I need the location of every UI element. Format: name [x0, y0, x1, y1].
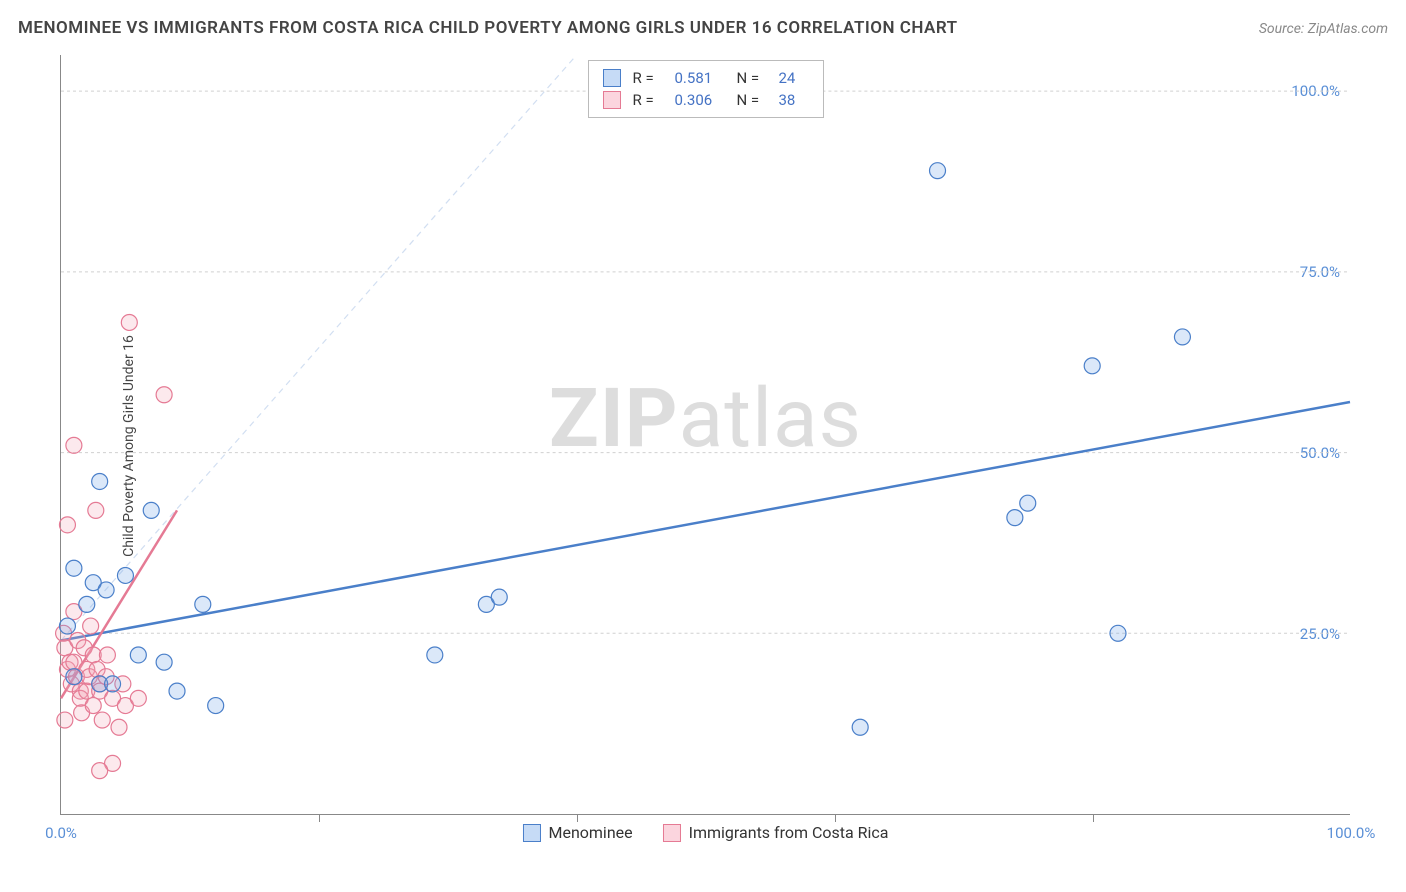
data-point: [852, 719, 868, 735]
data-point: [491, 589, 507, 605]
data-point: [1084, 358, 1100, 374]
data-point: [930, 163, 946, 179]
data-point: [105, 676, 121, 692]
data-point: [111, 719, 127, 735]
series-legend: Menominee Immigrants from Costa Rica: [522, 823, 888, 842]
chart-svg: [61, 55, 1350, 814]
x-tick-label: 100.0%: [1327, 824, 1376, 842]
data-point: [130, 690, 146, 706]
data-point: [66, 437, 82, 453]
data-point: [121, 314, 137, 330]
legend-item-menominee: Menominee: [522, 823, 632, 842]
x-tick-label: 0.0%: [45, 824, 77, 842]
data-point: [83, 618, 99, 634]
chart-title: MENOMINEE VS IMMIGRANTS FROM COSTA RICA …: [18, 18, 958, 38]
swatch-icon: [603, 69, 621, 87]
data-point: [94, 712, 110, 728]
data-point: [1174, 329, 1190, 345]
swatch-icon: [663, 824, 681, 842]
data-point: [92, 763, 108, 779]
data-point: [1020, 495, 1036, 511]
data-point: [88, 502, 104, 518]
data-point: [79, 596, 95, 612]
data-point: [99, 647, 115, 663]
data-point: [1110, 625, 1126, 641]
data-point: [169, 683, 185, 699]
data-point: [92, 473, 108, 489]
correlation-legend: R = 0.581 N = 24 R = 0.306 N = 38: [588, 60, 824, 118]
legend-row-costa-rica: R = 0.306 N = 38: [603, 89, 809, 111]
swatch-icon: [603, 91, 621, 109]
data-point: [156, 387, 172, 403]
data-point: [59, 618, 75, 634]
data-point: [117, 567, 133, 583]
data-point: [98, 582, 114, 598]
data-point: [143, 502, 159, 518]
scatter-plot: ZIPatlas R = 0.581 N = 24 R = 0.306 N = …: [60, 55, 1350, 815]
data-point: [85, 698, 101, 714]
data-point: [66, 560, 82, 576]
data-point: [427, 647, 443, 663]
data-point: [59, 517, 75, 533]
legend-item-costa-rica: Immigrants from Costa Rica: [663, 823, 889, 842]
data-point: [130, 647, 146, 663]
data-point: [1007, 510, 1023, 526]
data-point: [66, 669, 82, 685]
source-attribution: Source: ZipAtlas.com: [1259, 21, 1388, 37]
data-point: [156, 654, 172, 670]
data-point: [208, 698, 224, 714]
swatch-icon: [522, 824, 540, 842]
data-point: [195, 596, 211, 612]
data-point: [57, 712, 73, 728]
header: MENOMINEE VS IMMIGRANTS FROM COSTA RICA …: [18, 18, 1388, 38]
legend-row-menominee: R = 0.581 N = 24: [603, 67, 809, 89]
